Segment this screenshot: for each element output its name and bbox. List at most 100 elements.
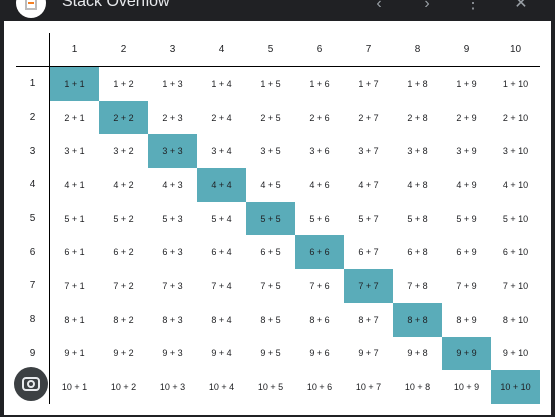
table-cell: 8 + 2 xyxy=(113,314,134,325)
table-cell: 4 + 2 xyxy=(113,179,134,190)
table-cell: 3 + 1 xyxy=(64,146,85,157)
column-header: 3 xyxy=(148,33,197,67)
table-cell: 10 + 3 xyxy=(159,382,186,393)
table-cell: 10 + 1 xyxy=(61,382,88,393)
table-cell: 9 + 2 xyxy=(113,348,134,359)
table-cell: 9 + 1 xyxy=(64,348,85,359)
table-cell: 4 + 1 xyxy=(64,179,85,190)
table-cell: 7 + 6 xyxy=(309,280,330,291)
table-cell: 6 + 1 xyxy=(64,247,85,258)
column-header: 5 xyxy=(246,33,295,67)
table-cell: 5 + 10 xyxy=(502,213,529,224)
table-cell: 7 + 4 xyxy=(211,280,232,291)
table-corner xyxy=(16,33,50,67)
table-cell: 8 + 3 xyxy=(162,314,183,325)
table-cell: 6 + 5 xyxy=(260,247,281,258)
table-cell: 2 + 10 xyxy=(502,112,529,123)
table-cell: 4 + 9 xyxy=(456,179,477,190)
table-cell-highlighted: 2 + 2 xyxy=(99,100,148,135)
table-cell-highlighted: 6 + 6 xyxy=(295,235,344,270)
table-cell: 6 + 10 xyxy=(502,247,529,258)
more-vert-icon[interactable]: ⋮ xyxy=(465,0,481,12)
table-cell: 1 + 10 xyxy=(502,78,529,89)
table-cell: 4 + 3 xyxy=(162,179,183,190)
column-header: 1 xyxy=(50,33,99,67)
table-cell: 2 + 5 xyxy=(260,112,281,123)
table-cell-highlighted: 1 + 1 xyxy=(50,67,99,101)
row-header: 4 xyxy=(16,168,50,202)
table-cell: 1 + 8 xyxy=(407,78,428,89)
forward-icon[interactable]: › xyxy=(424,0,430,12)
stackoverflow-logo-icon xyxy=(16,0,46,18)
table-cell: 3 + 8 xyxy=(407,146,428,157)
table-cell-highlighted: 3 + 3 xyxy=(148,134,197,169)
table-cell: 10 + 2 xyxy=(110,382,137,393)
table-cell: 3 + 6 xyxy=(309,146,330,157)
table-cell: 7 + 10 xyxy=(502,280,529,291)
table-cell: 3 + 2 xyxy=(113,146,134,157)
row-header: 7 xyxy=(16,269,50,303)
table-cell: 1 + 5 xyxy=(260,78,281,89)
table-cell: 8 + 6 xyxy=(309,314,330,325)
table-cell: 3 + 5 xyxy=(260,146,281,157)
table-cell: 8 + 9 xyxy=(456,314,477,325)
table-cell: 7 + 5 xyxy=(260,280,281,291)
table-cell: 9 + 4 xyxy=(211,348,232,359)
row-header: 6 xyxy=(16,235,50,270)
table-cell: 7 + 8 xyxy=(407,280,428,291)
table-cell: 5 + 4 xyxy=(211,213,232,224)
table-cell: 2 + 9 xyxy=(456,112,477,123)
table-cell-highlighted: 4 + 4 xyxy=(197,168,246,202)
column-header: 8 xyxy=(393,33,442,67)
table-cell: 9 + 6 xyxy=(309,348,330,359)
table-cell: 10 + 9 xyxy=(453,382,480,393)
table-cell: 2 + 3 xyxy=(162,112,183,123)
table-cell: 6 + 4 xyxy=(211,247,232,258)
table-cell: 2 + 4 xyxy=(211,112,232,123)
window-title: Stack Overflow xyxy=(62,0,170,10)
table-cell: 4 + 10 xyxy=(502,179,529,190)
table-cell-highlighted: 10 + 10 xyxy=(491,370,540,404)
row-header: 5 xyxy=(16,201,50,236)
table-cell: 5 + 9 xyxy=(456,213,477,224)
table-cell: 4 + 6 xyxy=(309,179,330,190)
table-cell: 3 + 10 xyxy=(502,146,529,157)
table-cell: 7 + 1 xyxy=(64,280,85,291)
close-icon[interactable]: ✕ xyxy=(514,0,528,12)
column-header: 7 xyxy=(344,33,393,67)
table-cell: 2 + 1 xyxy=(64,112,85,123)
table-cell: 9 + 3 xyxy=(162,348,183,359)
table-cell: 3 + 4 xyxy=(211,146,232,157)
column-header: 4 xyxy=(197,33,246,67)
table-cell: 8 + 4 xyxy=(211,314,232,325)
google-lens-icon[interactable] xyxy=(14,367,48,401)
table-cell: 6 + 8 xyxy=(407,247,428,258)
table-cell: 7 + 2 xyxy=(113,280,134,291)
table-cell: 5 + 2 xyxy=(113,213,134,224)
table-cell: 4 + 5 xyxy=(260,179,281,190)
table-cell: 9 + 8 xyxy=(407,348,428,359)
table-cell: 1 + 7 xyxy=(358,78,379,89)
table-cell: 2 + 7 xyxy=(358,112,379,123)
table-cell: 8 + 5 xyxy=(260,314,281,325)
table-cell: 10 + 4 xyxy=(208,382,235,393)
table-cell: 8 + 1 xyxy=(64,314,85,325)
column-header: 10 xyxy=(491,33,540,67)
table-cell: 1 + 3 xyxy=(162,78,183,89)
row-header: 8 xyxy=(16,302,50,337)
table-cell: 5 + 3 xyxy=(162,213,183,224)
table-cell: 8 + 7 xyxy=(358,314,379,325)
table-cell: 6 + 9 xyxy=(456,247,477,258)
table-cell: 5 + 1 xyxy=(64,213,85,224)
table-cell: 5 + 6 xyxy=(309,213,330,224)
row-header: 1 xyxy=(16,67,50,101)
table-cell: 1 + 4 xyxy=(211,78,232,89)
table-cell: 3 + 7 xyxy=(358,146,379,157)
table-cell: 1 + 9 xyxy=(456,78,477,89)
table-cell: 5 + 7 xyxy=(358,213,379,224)
back-icon[interactable]: ‹ xyxy=(376,0,382,12)
table-cell: 1 + 2 xyxy=(113,78,134,89)
table-cell: 4 + 7 xyxy=(358,179,379,190)
